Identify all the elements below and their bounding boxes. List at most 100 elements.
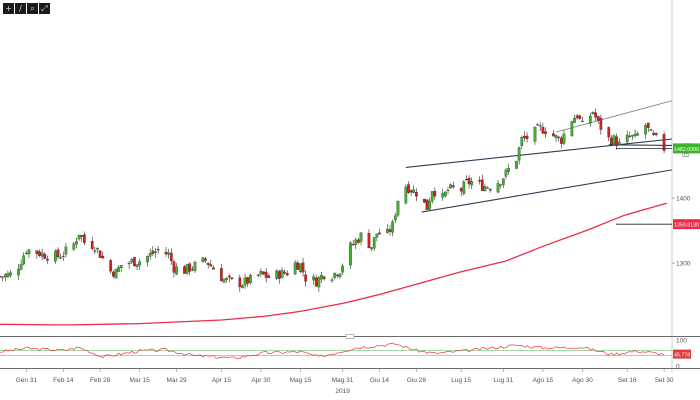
candle-up bbox=[538, 125, 542, 127]
trend-line[interactable] bbox=[405, 138, 673, 169]
candle-up bbox=[293, 262, 297, 275]
candle-up bbox=[193, 262, 197, 271]
oscillator-line bbox=[0, 342, 665, 360]
candle-up bbox=[644, 125, 647, 135]
candle-down bbox=[283, 271, 286, 274]
candle-up bbox=[470, 181, 474, 186]
candle-up bbox=[370, 247, 373, 250]
candle-down bbox=[409, 190, 413, 193]
candle-down bbox=[262, 271, 265, 275]
candle-up bbox=[275, 270, 279, 279]
candle-down bbox=[488, 189, 492, 191]
candle-down bbox=[109, 260, 113, 272]
candle-up bbox=[191, 268, 194, 271]
candle-down bbox=[46, 258, 49, 261]
candle-up bbox=[167, 252, 171, 255]
draw-line-icon[interactable]: / bbox=[15, 3, 26, 14]
candle-down bbox=[351, 244, 355, 246]
candle-up bbox=[396, 200, 400, 216]
candle-up bbox=[130, 259, 134, 263]
candle-up bbox=[6, 273, 10, 277]
price-tag bbox=[673, 219, 700, 230]
candle-down bbox=[111, 271, 115, 277]
pane-resize-handle[interactable] bbox=[345, 334, 355, 339]
crosshair-icon[interactable]: + bbox=[3, 3, 14, 14]
candle-down bbox=[652, 132, 655, 135]
candle-up bbox=[349, 242, 352, 266]
candle-down bbox=[552, 133, 555, 137]
candle-down bbox=[169, 252, 173, 262]
trend-line[interactable] bbox=[608, 144, 673, 146]
candle-up bbox=[375, 233, 379, 238]
candle-down bbox=[388, 229, 392, 232]
candle-up bbox=[114, 269, 118, 279]
candle-down bbox=[0, 276, 2, 278]
candle-down bbox=[654, 132, 658, 136]
candle-up bbox=[22, 255, 26, 265]
candle-up bbox=[517, 147, 521, 161]
candle-down bbox=[301, 262, 305, 273]
year-label: 2019 bbox=[335, 388, 350, 395]
candle-down bbox=[227, 275, 231, 278]
x-tick-label: Lug 31 bbox=[493, 377, 513, 384]
candle-up bbox=[372, 237, 376, 249]
oscillator-tag bbox=[673, 349, 691, 359]
trend-line[interactable] bbox=[421, 169, 673, 213]
candle-down bbox=[615, 136, 619, 147]
candle-up bbox=[299, 263, 302, 272]
candle-up bbox=[17, 268, 20, 276]
x-tick-label: Giu 14 bbox=[370, 377, 390, 384]
oscillator-tag-label: 45.7787 bbox=[674, 352, 693, 358]
candle-up bbox=[148, 253, 152, 257]
candle-down bbox=[212, 267, 215, 270]
x-tick-label: Mar 29 bbox=[166, 377, 187, 384]
candle-down bbox=[649, 129, 653, 131]
candle-down bbox=[256, 274, 260, 276]
candle-down bbox=[451, 185, 455, 188]
candle-down bbox=[1, 276, 4, 278]
candle-up bbox=[612, 135, 616, 145]
candle-down bbox=[459, 188, 463, 192]
zoom-icon[interactable]: ⌕ bbox=[27, 3, 38, 14]
candle-up bbox=[444, 191, 447, 197]
candle-up bbox=[446, 189, 450, 191]
candle-down bbox=[206, 262, 210, 265]
x-tick-label: Feb 14 bbox=[53, 377, 74, 384]
candle-up bbox=[77, 234, 81, 240]
candle-down bbox=[314, 277, 318, 287]
x-tick-label: Giu 28 bbox=[407, 377, 427, 384]
candle-down bbox=[35, 250, 39, 254]
candle-up bbox=[40, 252, 44, 257]
candle-down bbox=[467, 178, 471, 185]
x-tick-label: Mag 31 bbox=[332, 377, 354, 384]
candle-down bbox=[662, 134, 666, 151]
candle-down bbox=[378, 232, 381, 235]
candle-down bbox=[101, 255, 105, 259]
candle-up bbox=[562, 133, 566, 144]
candle-up bbox=[280, 269, 284, 279]
candle-down bbox=[246, 277, 250, 284]
candle-up bbox=[333, 272, 337, 278]
candle-up bbox=[507, 168, 510, 172]
candle-down bbox=[93, 250, 97, 252]
candle-up bbox=[636, 133, 640, 136]
candle-up bbox=[341, 265, 344, 273]
candle-up bbox=[501, 178, 505, 185]
candle-up bbox=[441, 193, 445, 198]
candle-down bbox=[433, 190, 437, 197]
reset-icon[interactable]: ⤢ bbox=[39, 3, 50, 14]
candle-up bbox=[591, 111, 595, 114]
candle-up bbox=[135, 264, 139, 268]
candle-down bbox=[38, 251, 41, 257]
candle-down bbox=[156, 249, 160, 251]
oscillator-tick-label: 0 bbox=[676, 363, 680, 370]
trend-line[interactable] bbox=[555, 100, 673, 133]
candle-down bbox=[607, 127, 611, 138]
candle-down bbox=[422, 198, 426, 203]
candle-up bbox=[119, 265, 123, 269]
candle-up bbox=[393, 215, 397, 221]
candle-down bbox=[357, 239, 360, 243]
candle-up bbox=[241, 285, 244, 288]
candle-up bbox=[449, 184, 452, 189]
